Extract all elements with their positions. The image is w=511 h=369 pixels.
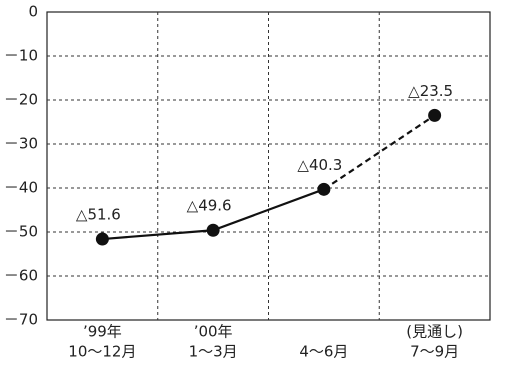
value-label: △49.6 bbox=[187, 197, 232, 215]
y-tick-label: －10 bbox=[4, 47, 38, 65]
x-tick-label: ’00年 bbox=[194, 323, 233, 341]
x-tick-label: ’99年 bbox=[83, 323, 122, 341]
x-tick-label: 7～9月 bbox=[410, 343, 459, 361]
x-tick-label: 1～3月 bbox=[189, 343, 238, 361]
plot-frame bbox=[46, 11, 491, 321]
marker bbox=[206, 223, 220, 237]
value-label: △51.6 bbox=[76, 206, 121, 224]
value-label: △23.5 bbox=[408, 82, 453, 100]
y-tick-label: －70 bbox=[4, 311, 38, 329]
line-forecast bbox=[323, 114, 436, 191]
marker bbox=[95, 232, 109, 246]
x-tick-label: (見通し) bbox=[406, 323, 463, 341]
marker bbox=[317, 182, 331, 196]
y-tick-label: 0 bbox=[28, 3, 38, 21]
y-tick-label: －30 bbox=[4, 135, 38, 153]
y-tick-label: －40 bbox=[4, 179, 38, 197]
y-tick-label: －60 bbox=[4, 267, 38, 285]
x-tick-label: 10～12月 bbox=[68, 343, 136, 361]
marker bbox=[428, 108, 442, 122]
x-tick-label: 4～6月 bbox=[299, 343, 348, 361]
y-tick-label: －50 bbox=[4, 223, 38, 241]
value-label: △40.3 bbox=[297, 156, 342, 174]
y-tick-label: －20 bbox=[4, 91, 38, 109]
